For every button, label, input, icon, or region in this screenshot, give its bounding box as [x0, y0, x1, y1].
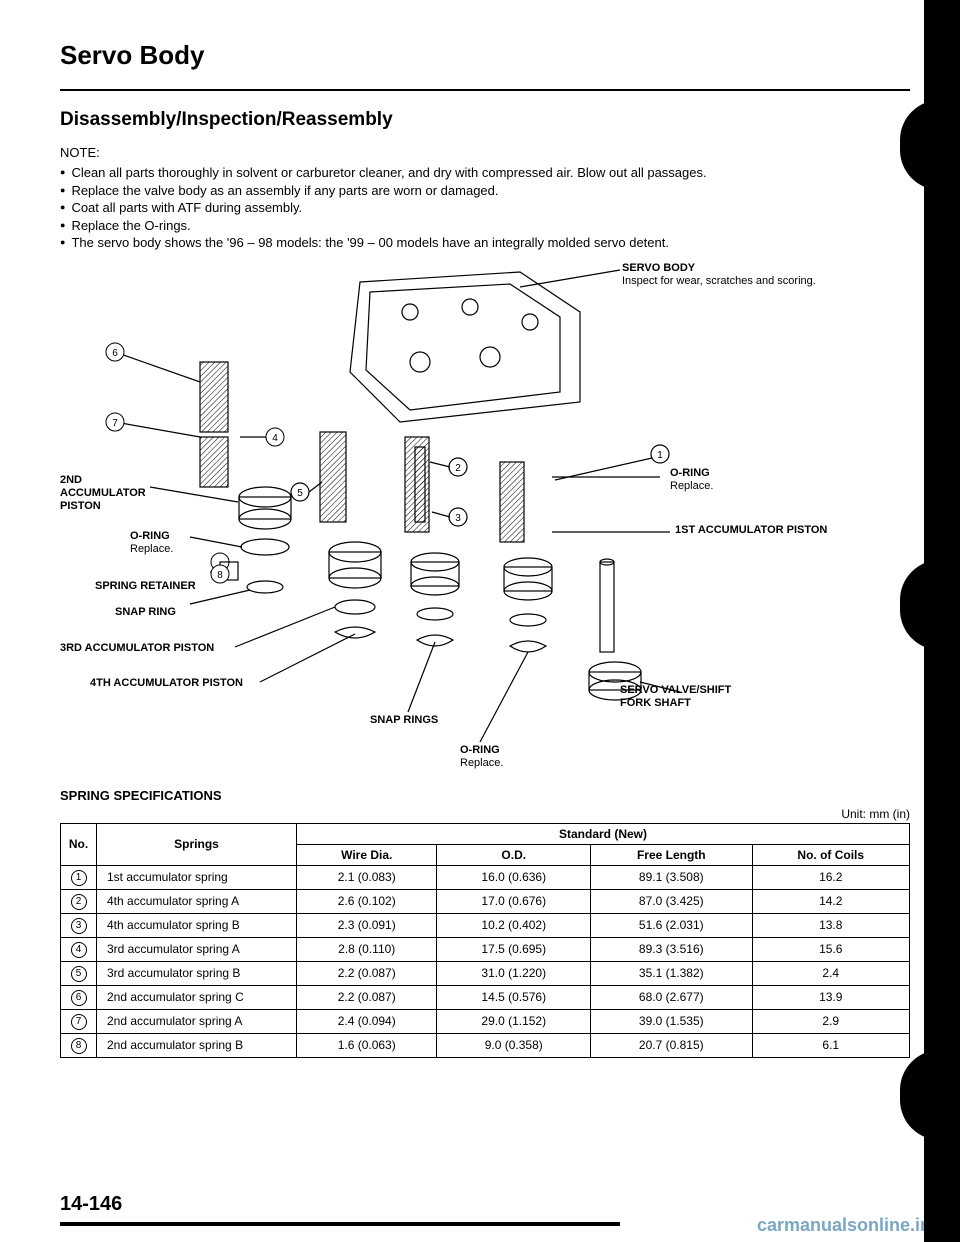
- callout-servo-body: SERVO BODY Inspect for wear, scratches a…: [622, 262, 816, 288]
- table-row: 82nd accumulator spring B1.6 (0.063)9.0 …: [61, 1033, 910, 1057]
- page-title: Servo Body: [60, 40, 910, 71]
- callout-spring-retainer: SPRING RETAINER: [95, 580, 196, 593]
- section-title: Disassembly/Inspection/Reassembly: [60, 109, 910, 131]
- table-row: 53rd accumulator spring B2.2 (0.087)31.0…: [61, 961, 910, 985]
- page-number: 14-146: [60, 1193, 122, 1216]
- note-item: Coat all parts with ATF during assembly.: [60, 199, 910, 217]
- footer-rule: [60, 1222, 620, 1226]
- spec-unit: Unit: mm (in): [60, 807, 910, 821]
- note-list: Clean all parts thoroughly in solvent or…: [60, 164, 910, 252]
- callout-oring-bottom: O-RING Replace.: [460, 744, 503, 770]
- svg-text:3: 3: [455, 513, 461, 524]
- th-free: Free Length: [591, 844, 752, 865]
- note-item: Replace the valve body as an assembly if…: [60, 182, 910, 200]
- callout-2nd-piston: 2ND ACCUMULATOR PISTON: [60, 474, 170, 514]
- svg-text:8: 8: [217, 570, 223, 581]
- svg-text:1: 1: [657, 450, 663, 461]
- svg-text:5: 5: [297, 488, 303, 499]
- th-coils: No. of Coils: [752, 844, 910, 865]
- exploded-diagram: 6 7 4 5 2 3 1 8 SERVO BODY Inspect for w…: [60, 262, 910, 782]
- th-no: No.: [61, 823, 97, 865]
- th-springs: Springs: [97, 823, 297, 865]
- svg-text:6: 6: [112, 348, 118, 359]
- callout-oring-left: O-RING Replace.: [130, 530, 173, 556]
- note-item: Clean all parts thoroughly in solvent or…: [60, 164, 910, 182]
- callout-oring-right: O-RING Replace.: [670, 467, 713, 493]
- note-item: The servo body shows the '96 – 98 models…: [60, 234, 910, 252]
- callout-3rd-piston: 3RD ACCUMULATOR PISTON: [60, 642, 214, 655]
- svg-text:4: 4: [272, 433, 278, 444]
- svg-text:7: 7: [112, 418, 118, 429]
- svg-text:2: 2: [455, 463, 461, 474]
- table-row: 24th accumulator spring A2.6 (0.102)17.0…: [61, 889, 910, 913]
- title-rule: [60, 89, 910, 91]
- table-row: 11st accumulator spring2.1 (0.083)16.0 (…: [61, 865, 910, 889]
- table-row: 72nd accumulator spring A2.4 (0.094)29.0…: [61, 1009, 910, 1033]
- callout-servo-valve: SERVO VALVE/SHIFT FORK SHAFT: [620, 684, 760, 710]
- spec-title: SPRING SPECIFICATIONS: [60, 788, 910, 803]
- binder-edge: [924, 0, 960, 1242]
- callout-1st-piston: 1ST ACCUMULATOR PISTON: [675, 524, 827, 537]
- note-label: NOTE:: [60, 145, 910, 160]
- th-standard: Standard (New): [297, 823, 910, 844]
- note-item: Replace the O-rings.: [60, 217, 910, 235]
- spec-table: No. Springs Standard (New) Wire Dia. O.D…: [60, 823, 910, 1058]
- th-od: O.D.: [437, 844, 591, 865]
- watermark: carmanualsonline.info: [757, 1215, 948, 1236]
- th-wire: Wire Dia.: [297, 844, 437, 865]
- table-row: 43rd accumulator spring A2.8 (0.110)17.5…: [61, 937, 910, 961]
- table-row: 34th accumulator spring B2.3 (0.091)10.2…: [61, 913, 910, 937]
- callout-4th-piston: 4TH ACCUMULATOR PISTON: [90, 677, 243, 690]
- callout-snap-ring: SNAP RING: [115, 606, 176, 619]
- table-row: 62nd accumulator spring C2.2 (0.087)14.5…: [61, 985, 910, 1009]
- callout-snap-rings: SNAP RINGS: [370, 714, 438, 727]
